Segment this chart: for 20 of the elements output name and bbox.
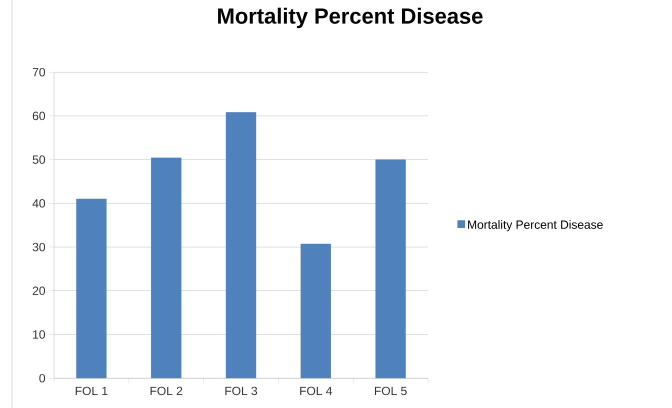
x-tick-label: FOL 4 <box>300 386 332 395</box>
y-tick-label: 0 <box>39 374 46 382</box>
x-tick-label: FOL 5 <box>374 386 407 395</box>
y-tick-label: 60 <box>32 111 46 120</box>
y-tick-label: 30 <box>32 242 46 252</box>
bar <box>151 157 182 378</box>
y-tick-label: 50 <box>32 155 46 164</box>
y-tick-label: 10 <box>33 330 46 339</box>
legend-label: Mortality Percent Disease <box>468 220 603 232</box>
x-tick-label: FOL 1 <box>76 386 108 395</box>
y-tick-label: 70 <box>32 68 46 76</box>
bar <box>375 159 406 378</box>
bar <box>76 198 107 378</box>
bar <box>300 244 331 378</box>
y-tick-label: 20 <box>32 286 46 295</box>
x-tick-label: FOL 3 <box>225 386 258 395</box>
x-tick-label: FOL 2 <box>150 386 182 395</box>
bar <box>226 112 256 378</box>
y-tick-label: 40 <box>32 198 46 208</box>
chart-title: Mortality Percent Disease <box>218 8 483 28</box>
